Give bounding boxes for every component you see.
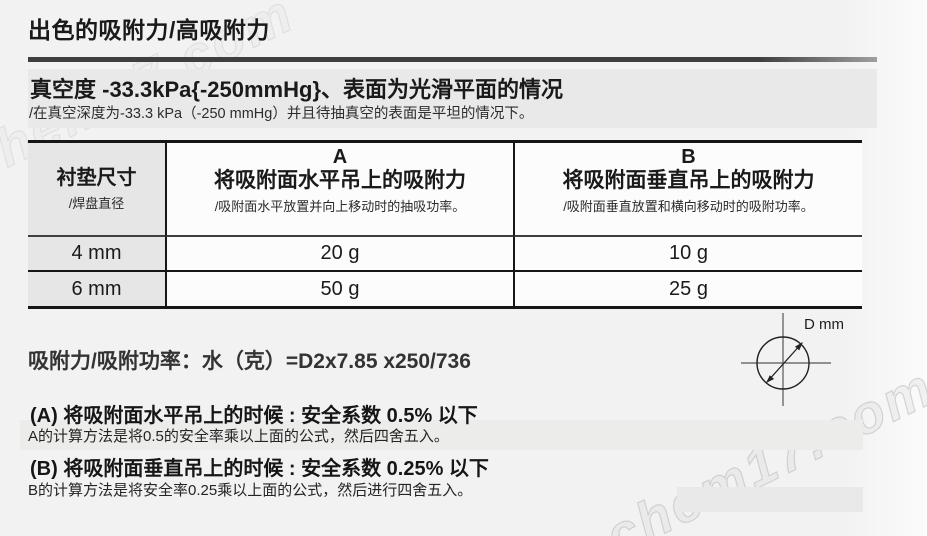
suction-force-table: 衬垫尺寸 /焊盘直径 A 将吸附面水平吊上的吸附力 /吸附面水平放置并向上移动时… [28,140,862,309]
table-row-size-cell: 6 mm [28,272,165,306]
pad-circle [756,336,810,390]
table-row-b-cell: 10 g [513,237,862,272]
column-a-subtitle: /吸附面水平放置并向上移动时的抽吸功率。 [214,199,466,215]
diameter-arrow-line [766,342,803,383]
table-row-a-cell: 50 g [165,272,513,306]
condition-heading: 真空度 -33.3kPa{-250mmHg}、表面为光滑平面的情况 [30,77,564,102]
pad-size-subtitle: /焊盘直径 [68,196,125,211]
suction-formula: 吸附力/吸附功率：水（克）=D2x7.85 x250/736 [28,350,471,373]
note-a-detail: A的计算方法是将0.5的安全率乘以上面的公式，然后四舍五入。 [28,428,449,445]
force-b-value: 10 g [669,242,708,264]
condition-heading-box: 真空度 -33.3kPa{-250mmHg}、表面为光滑平面的情况 /在真空深度… [28,69,877,128]
page-title: 出色的吸附力/高吸附力 [28,17,270,43]
header-cell-pad-size: 衬垫尺寸 /焊盘直径 [28,143,165,237]
column-b-title: 将吸附面垂直吊上的吸附力 [562,169,815,192]
column-b-subtitle: /吸附面垂直放置和横向移动时的吸附功率。 [563,199,814,215]
pad-size-value: 6 mm [71,277,122,300]
diameter-arrowhead-bottom [766,375,775,383]
table-row-b-cell: 25 g [513,272,862,306]
diameter-label: D mm [804,316,844,333]
background-band [20,420,863,450]
table-row-size-cell: 4 mm [28,237,165,272]
force-a-value: 20 g [320,242,360,264]
note-a-title: (A) 将吸附面水平吊上的时候 : 安全系数 0.5% 以下 [30,405,478,427]
force-b-value: 25 g [669,277,708,300]
background-band [677,487,863,512]
table-row-a-cell: 20 g [165,237,513,272]
note-b-title: (B) 将吸附面垂直吊上的时候 : 安全系数 0.25% 以下 [30,458,489,480]
note-b-detail: B的计算方法是将安全率0.25乘以上面的公式，然后进行四舍五入。 [28,482,473,499]
pad-size-title: 衬垫尺寸 [56,167,137,189]
force-a-value: 50 g [320,277,360,300]
column-a-tag: A [332,146,348,168]
diameter-arrowhead-top [795,342,803,351]
column-b-tag: B [681,146,696,168]
pad-diameter-diagram [741,313,831,406]
header-cell-a: A 将吸附面水平吊上的吸附力 /吸附面水平放置并向上移动时的抽吸功率。 [165,143,513,237]
header-cell-b: B 将吸附面垂直吊上的吸附力 /吸附面垂直放置和横向移动时的吸附功率。 [513,143,862,237]
title-underline-rule [28,57,877,62]
condition-subheading: /在真空深度为-33.3 kPa（-250 mmHg）并且待抽真空的表面是平坦的… [29,106,534,122]
column-a-title: 将吸附面水平吊上的吸附力 [214,169,466,192]
pad-size-value: 4 mm [71,242,122,264]
